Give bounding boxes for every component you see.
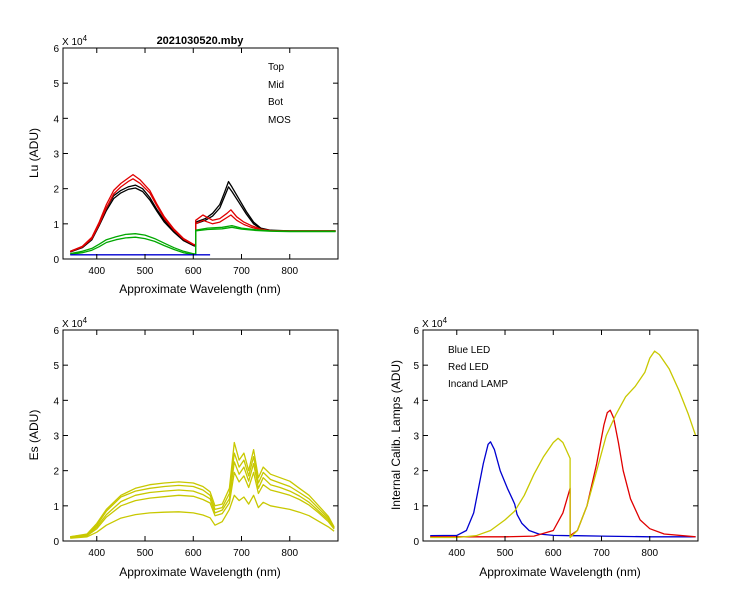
lu-panel: 2021030520.mby X 104 Approximate Wavelen… [27, 34, 339, 296]
lu-ytick-label-3: 3 [53, 150, 59, 161]
es-panel: X 104 Approximate Wavelength (nm) Es (AD… [27, 316, 339, 579]
lamps-xtick-label-400: 400 [448, 548, 465, 559]
lu-multiplier: X 104 [62, 34, 88, 48]
lamps-ytick-label-0: 0 [413, 537, 419, 548]
lu-series-top-2 [69, 186, 336, 253]
lamps-xtick-label-500: 500 [497, 548, 514, 559]
es-series-es-4 [70, 471, 335, 539]
lu-ytick-label-4: 4 [53, 114, 59, 125]
lu-series-bot-2 [70, 226, 336, 256]
lu-ytick-label-0: 0 [53, 255, 59, 266]
es-series-es-5 [70, 494, 335, 539]
lu-xtick-label-700: 700 [233, 266, 250, 277]
lu-ytick-label-1: 1 [53, 220, 59, 231]
es-series-es-3 [70, 461, 335, 538]
lu-legend-mid: Mid [268, 80, 284, 91]
lu-xtick-label-600: 600 [185, 266, 202, 277]
es-xtick-label-800: 800 [281, 548, 298, 559]
lamps-ytick-label-3: 3 [413, 432, 419, 443]
lamps-ytick-label-4: 4 [413, 396, 419, 407]
es-xlabel: Approximate Wavelength (nm) [119, 565, 281, 579]
lu-xlabel: Approximate Wavelength (nm) [119, 282, 281, 296]
es-series-es-2 [70, 452, 335, 538]
es-ytick-label-6: 6 [53, 326, 59, 337]
es-series-es-1 [70, 441, 335, 538]
lu-xtick-label-500: 500 [137, 266, 154, 277]
lamps-legend-blue-led: Blue LED [448, 345, 490, 356]
es-ytick-label-2: 2 [53, 467, 59, 478]
lamps-legend-incand-lamp: Incand LAMP [448, 379, 508, 390]
lamps-multiplier: X 104 [422, 316, 448, 330]
lu-series-mid-2 [69, 178, 336, 253]
lamps-series-group [430, 350, 697, 539]
es-ytick-label-4: 4 [53, 396, 59, 407]
lamps-ytick-label-6: 6 [413, 326, 419, 337]
lamps-ytick-label-1: 1 [413, 502, 419, 513]
es-ylabel: Es (ADU) [27, 410, 41, 461]
es-xtick-label-400: 400 [88, 548, 105, 559]
lu-legend: Top Mid Bot MOS [268, 62, 291, 126]
lu-title: 2021030520.mby [157, 35, 245, 47]
lamps-legend-red-led: Red LED [448, 362, 489, 373]
lu-ytick-label-2: 2 [53, 185, 59, 196]
lamps-panel: X 104 Approximate Wavelength (nm) Intern… [389, 316, 699, 579]
lu-ytick-label-5: 5 [53, 79, 59, 90]
lu-xtick-label-800: 800 [281, 266, 298, 277]
es-ytick-label-3: 3 [53, 432, 59, 443]
es-xtick-label-600: 600 [185, 548, 202, 559]
es-xtick-label-700: 700 [233, 548, 250, 559]
es-multiplier: X 104 [62, 316, 88, 330]
lamps-xlabel: Approximate Wavelength (nm) [479, 565, 641, 579]
lamps-legend: Blue LED Red LED Incand LAMP [448, 345, 508, 390]
es-xtick-label-500: 500 [137, 548, 154, 559]
lu-series-group [69, 173, 336, 256]
lamps-series-red-led [430, 409, 696, 538]
es-ytick-label-5: 5 [53, 361, 59, 372]
lamps-xtick-label-600: 600 [545, 548, 562, 559]
lamps-ylabel: Internal Calib. Lamps (ADU) [389, 360, 403, 510]
lu-legend-mos: MOS [268, 115, 291, 126]
lu-legend-top: Top [268, 62, 285, 73]
lu-legend-bot: Bot [268, 97, 283, 108]
lamps-ytick-label-2: 2 [413, 467, 419, 478]
lamps-xtick-label-700: 700 [593, 548, 610, 559]
lu-xtick-label-400: 400 [88, 266, 105, 277]
lamps-ytick-label-5: 5 [413, 361, 419, 372]
lamps-xtick-label-800: 800 [641, 548, 658, 559]
lamps-series-incand-lamp [430, 350, 697, 539]
lu-ylabel: Lu (ADU) [27, 128, 41, 178]
es-ytick-label-0: 0 [53, 537, 59, 548]
es-ytick-label-1: 1 [53, 502, 59, 513]
lu-series-bot-1 [70, 224, 336, 255]
lu-ytick-label-6: 6 [53, 44, 59, 55]
es-series-group [70, 441, 335, 539]
